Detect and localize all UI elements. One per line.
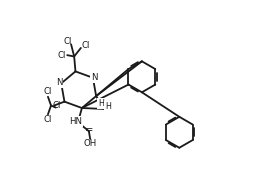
Text: OH: OH — [84, 139, 97, 148]
Text: =: = — [85, 125, 94, 135]
Text: H: H — [98, 99, 104, 108]
Text: Cl: Cl — [43, 115, 52, 124]
Text: N: N — [56, 78, 62, 87]
Text: HN: HN — [69, 117, 82, 126]
Text: Cl: Cl — [53, 101, 61, 110]
Text: N: N — [91, 73, 98, 82]
Text: H: H — [105, 102, 111, 111]
Text: Cl: Cl — [58, 51, 66, 60]
Text: Cl: Cl — [63, 37, 71, 46]
Text: Cl: Cl — [81, 41, 90, 50]
Text: Cl: Cl — [43, 87, 52, 96]
